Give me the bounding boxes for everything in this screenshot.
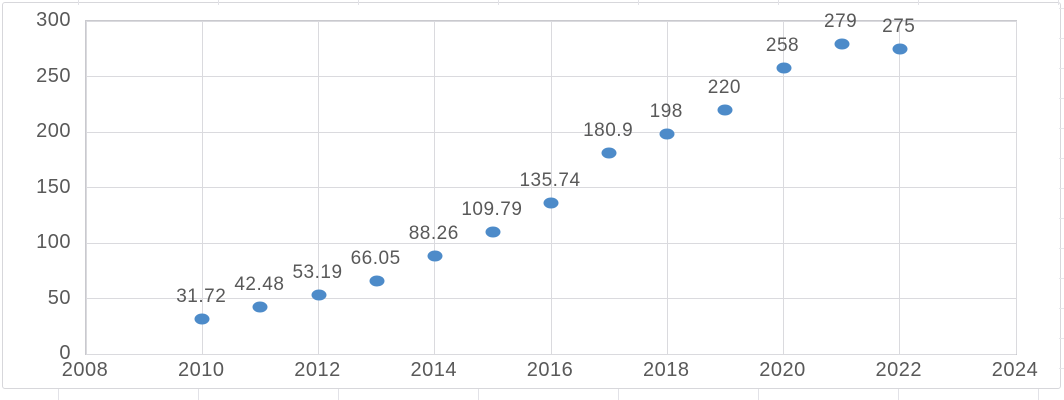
background-column-line: [338, 389, 339, 400]
data-point-marker: [252, 301, 268, 313]
chart-frame: [2, 2, 1061, 389]
background-row-line: [1059, 248, 1064, 249]
horizontal-gridline: [86, 131, 1016, 133]
y-axis-tick-label: 250: [36, 64, 71, 87]
data-point-label: 180.9: [583, 120, 634, 142]
x-axis-tick-label: 2022: [875, 359, 922, 381]
y-axis-tick-label: 300: [36, 9, 71, 31]
background-column-line: [358, 0, 359, 5]
background-row-line: [1059, 158, 1064, 159]
x-axis-tick-label: 2020: [759, 359, 806, 381]
background-column-line: [918, 0, 919, 5]
x-axis-tick-label: 2010: [178, 359, 225, 381]
horizontal-gridline: [86, 76, 1016, 77]
x-axis-tick-label: 2008: [61, 359, 109, 381]
data-point-marker: [659, 128, 675, 140]
data-point-marker: [427, 250, 443, 262]
background-column-line: [78, 0, 79, 5]
data-point-label: 275: [882, 15, 916, 37]
data-point-label: 279: [824, 11, 858, 33]
background-column-line: [198, 389, 199, 400]
background-row-line: [1059, 38, 1064, 39]
background-column-line: [758, 389, 759, 400]
background-row-line: [1059, 98, 1064, 99]
horizontal-gridline: [86, 187, 1016, 188]
background-column-line: [618, 389, 619, 400]
background-row-line: [1059, 68, 1064, 69]
y-axis-tick-label: 200: [36, 120, 71, 142]
y-axis-tick-label: 150: [36, 175, 71, 198]
data-point-marker: [834, 38, 850, 50]
data-point-label: 31.72: [176, 285, 227, 307]
vertical-gridline: [1015, 21, 1017, 354]
horizontal-gridline: [86, 20, 1016, 22]
y-axis-tick-label: 100: [36, 231, 71, 253]
background-row-line: [1059, 218, 1064, 219]
data-point-label: 220: [707, 76, 741, 98]
x-axis-tick-label: 2014: [410, 359, 457, 381]
background-row-line: [1059, 128, 1064, 129]
data-point-label: 198: [649, 101, 683, 123]
background-column-line: [218, 0, 219, 5]
data-point-label: 109.79: [461, 199, 523, 221]
data-point-marker: [543, 197, 559, 209]
data-point-label: 258: [765, 34, 800, 56]
background-column-line: [898, 389, 899, 400]
background-column-line: [1058, 0, 1059, 5]
data-point-marker: [776, 62, 791, 74]
background-row-line: [1059, 308, 1064, 309]
background-column-line: [498, 0, 499, 5]
y-axis-tick-label: 50: [47, 286, 71, 309]
background-column-line: [58, 389, 59, 400]
horizontal-gridline: [86, 242, 1016, 244]
background-row-line: [1059, 8, 1064, 9]
y-axis-tick-label: 0: [59, 342, 71, 364]
data-point-marker: [311, 289, 326, 301]
data-point-label: 53.19: [292, 261, 343, 283]
x-axis-tick-label: 2024: [991, 359, 1039, 381]
data-point-label: 88.26: [408, 223, 459, 245]
horizontal-gridline: [86, 298, 1016, 299]
data-point-marker: [369, 275, 385, 287]
data-point-marker: [601, 147, 617, 159]
data-point-marker: [194, 313, 210, 325]
background-row-line: [1059, 368, 1064, 369]
background-column-line: [478, 389, 479, 400]
x-axis-tick-label: 2012: [294, 359, 341, 381]
horizontal-gridline: [86, 353, 1016, 355]
data-point-marker: [717, 104, 733, 116]
x-axis-tick-label: 2016: [526, 359, 574, 381]
x-axis-tick-label: 2018: [643, 359, 690, 381]
background-row-line: [1059, 338, 1064, 339]
data-point-label: 66.05: [350, 247, 401, 269]
data-point-label: 42.48: [234, 273, 285, 295]
plot-area: [85, 20, 1017, 355]
data-point-label: 135.74: [519, 170, 581, 192]
background-column-line: [778, 0, 779, 5]
background-row-line: [1059, 278, 1064, 279]
data-point-marker: [892, 43, 908, 55]
background-column-line: [638, 0, 639, 5]
background-column-line: [1038, 389, 1039, 400]
data-point-marker: [485, 226, 501, 238]
background-row-line: [1059, 188, 1064, 189]
